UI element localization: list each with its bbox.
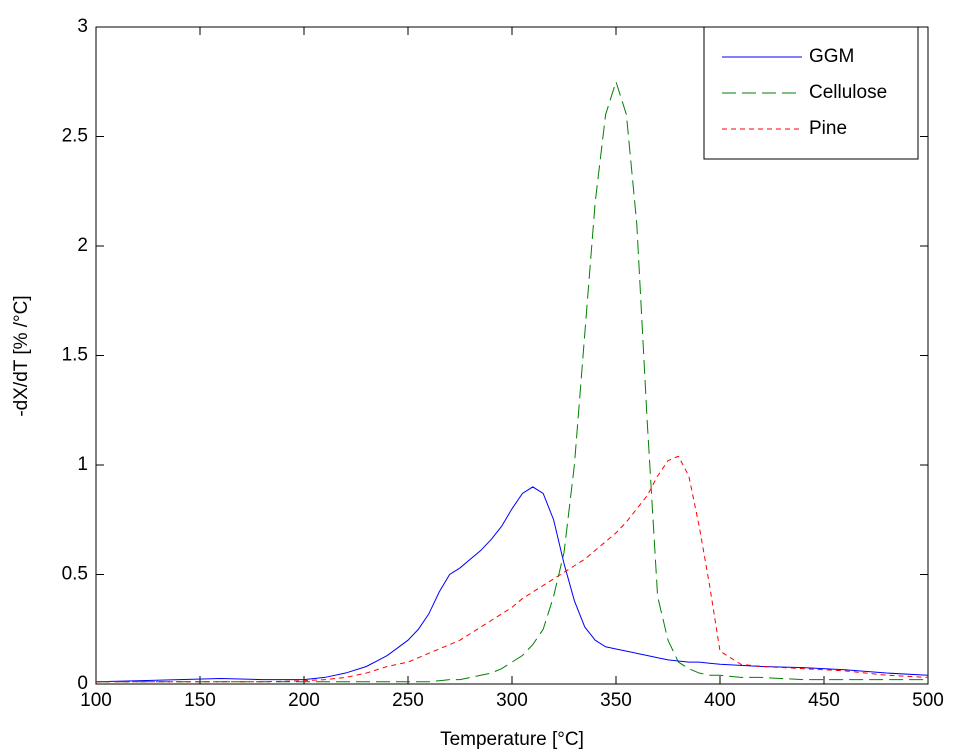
x-tick-label: 500	[912, 690, 944, 711]
y-tick-label: 2	[77, 235, 88, 256]
legend-label: Pine	[809, 118, 847, 139]
y-tick-label: 0	[77, 673, 88, 694]
legend-label: Cellulose	[809, 82, 887, 103]
x-tick-label: 350	[600, 690, 632, 711]
x-tick-label: 300	[496, 690, 528, 711]
legend-label: GGM	[809, 46, 854, 67]
data-line	[96, 455, 929, 683]
x-tick-label: 150	[184, 690, 216, 711]
x-axis-label: Temperature [°C]	[440, 729, 584, 750]
data-line	[96, 80, 928, 683]
x-tick-label: 400	[704, 690, 736, 711]
data-line	[95, 486, 929, 683]
y-tick-label: 1	[77, 454, 88, 475]
y-axis-label: -dX/dT [% /°C]	[11, 295, 32, 416]
x-tick-label: 450	[808, 690, 840, 711]
x-tick-label: 250	[392, 690, 424, 711]
y-tick-label: 0.5	[62, 564, 88, 585]
y-tick-label: 3	[77, 16, 88, 37]
y-tick-label: 1.5	[62, 345, 88, 366]
legend-box	[703, 26, 919, 160]
x-tick-label: 100	[80, 690, 112, 711]
y-tick-label: 2.5	[62, 126, 88, 147]
x-tick-label: 200	[288, 690, 320, 711]
